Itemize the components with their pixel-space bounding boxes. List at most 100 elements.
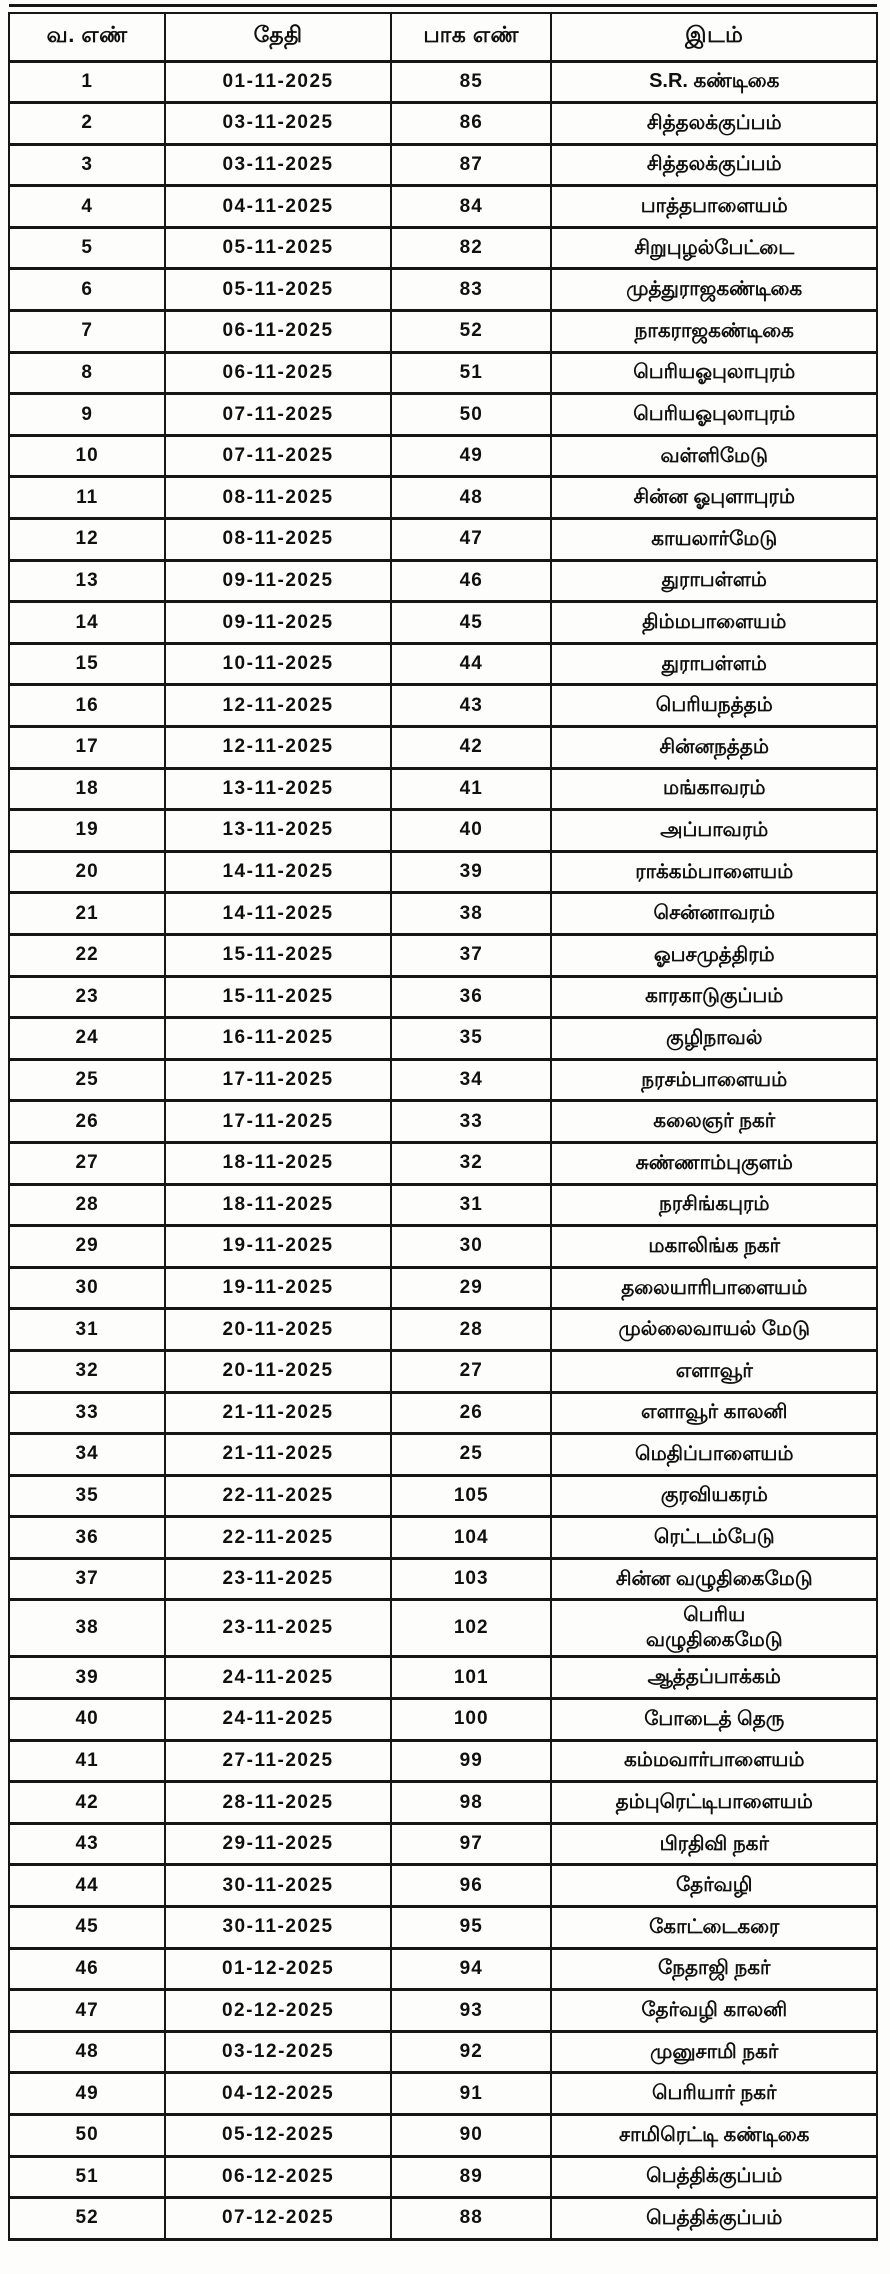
- serial-no-cell: 3: [7, 143, 167, 188]
- date-cell: 06-11-2025: [164, 309, 392, 354]
- date-cell: 23-11-2025: [164, 1557, 392, 1602]
- serial-no-cell: 41: [7, 1739, 167, 1784]
- part-no-cell: 89: [389, 2155, 553, 2200]
- place-cell: தேர்வழி: [550, 1863, 878, 1909]
- date-cell: 03-12-2025: [164, 2030, 392, 2075]
- serial-no-cell: 33: [7, 1391, 167, 1436]
- place-cell: சிறுபுழல்பேட்டை: [550, 226, 878, 271]
- schedule-table: வ. எண் தேதி பாக எண் இடம் 1 01-11-2025 85…: [7, 12, 878, 2241]
- serial-no-cell: 6: [7, 267, 167, 313]
- cropped-row-border: [9, 4, 877, 7]
- table-row: 7 06-11-2025 52 நாகராஜகண்டிகை: [7, 309, 878, 354]
- date-cell: 30-11-2025: [164, 1905, 392, 1950]
- table-row: 23 15-11-2025 36 காரகாடுகுப்பம்: [7, 975, 878, 1020]
- date-cell: 06-11-2025: [164, 351, 392, 396]
- place-cell: போடைத் தெரு: [550, 1697, 878, 1742]
- table-row: 4 04-11-2025 84 பாத்தபாளையம்: [7, 184, 878, 229]
- date-cell: 21-11-2025: [164, 1391, 392, 1436]
- part-no-cell: 28: [389, 1307, 553, 1352]
- table-row: 49 04-12-2025 91 பெரியார் நகர்: [7, 2071, 878, 2116]
- table-row: 40 24-11-2025 100 போடைத் தெரு: [7, 1697, 878, 1742]
- date-cell: 17-11-2025: [164, 1058, 392, 1103]
- serial-no-cell: 31: [7, 1307, 167, 1352]
- date-cell: 09-11-2025: [164, 600, 392, 645]
- date-cell: 17-11-2025: [164, 1099, 392, 1144]
- table-row: 46 01-12-2025 94 நேதாஜி நகர்: [7, 1947, 878, 1992]
- serial-no-cell: 45: [7, 1905, 167, 1950]
- date-cell: 28-11-2025: [164, 1780, 392, 1825]
- table-row: 9 07-11-2025 50 பெரியஓபுலாபுரம்: [7, 392, 878, 437]
- date-cell: 18-11-2025: [164, 1183, 392, 1228]
- table-row: 13 09-11-2025 46 துராபள்ளம்: [7, 559, 878, 604]
- serial-no-cell: 12: [7, 517, 167, 562]
- part-no-cell: 82: [389, 226, 553, 271]
- table-row: 6 05-11-2025 83 முத்துராஜகண்டிகை: [7, 267, 878, 313]
- part-no-cell: 86: [389, 101, 553, 146]
- table-row: 20 14-11-2025 39 ராக்கம்பாளையம்: [7, 850, 878, 895]
- date-cell: 07-12-2025: [164, 2196, 392, 2241]
- part-no-cell: 26: [389, 1391, 553, 1436]
- serial-no-cell: 20: [7, 850, 167, 895]
- place-cell: ஆத்தப்பாக்கம்: [550, 1655, 878, 1701]
- table-row: 21 14-11-2025 38 சென்னாவரம்: [7, 891, 878, 936]
- place-cell: பெரியஓபுலாபுரம்: [550, 392, 878, 437]
- table-row: 45 30-11-2025 95 கோட்டைகரை: [7, 1905, 878, 1950]
- place-cell: தேர்வழி காலனி: [550, 1988, 878, 2033]
- serial-no-cell: 13: [7, 559, 167, 604]
- part-no-cell: 103: [389, 1557, 553, 1602]
- place-cell: எளாவூர்: [550, 1349, 878, 1394]
- place-cell: பெத்திக்குப்பம்: [550, 2196, 878, 2241]
- date-cell: 10-11-2025: [164, 642, 392, 687]
- serial-no-cell: 22: [7, 933, 167, 978]
- table-row: 29 19-11-2025 30 மகாலிங்க நகர்: [7, 1224, 878, 1269]
- part-no-cell: 48: [389, 475, 553, 521]
- date-cell: 08-11-2025: [164, 517, 392, 562]
- table-row: 14 09-11-2025 45 திம்மபாளையம்: [7, 600, 878, 645]
- place-cell: மங்காவரம்: [550, 767, 878, 812]
- table-row: 48 03-12-2025 92 முனுசாமி நகர்: [7, 2030, 878, 2075]
- date-cell: 03-11-2025: [164, 101, 392, 146]
- place-cell: பிரதிவி நகர்: [550, 1822, 878, 1867]
- table-row: 52 07-12-2025 88 பெத்திக்குப்பம்: [7, 2196, 878, 2241]
- date-cell: 23-11-2025: [164, 1598, 392, 1659]
- place-cell: குழிநாவல்: [550, 1016, 878, 1061]
- place-cell: கோட்டைகரை: [550, 1905, 878, 1950]
- part-no-cell: 25: [389, 1432, 553, 1477]
- column-header-serial-no: வ. எண்: [7, 12, 167, 63]
- part-no-cell: 46: [389, 559, 553, 604]
- table-row: 28 18-11-2025 31 நரசிங்கபுரம்: [7, 1183, 878, 1228]
- part-no-cell: 47: [389, 517, 553, 562]
- part-no-cell: 43: [389, 683, 553, 728]
- place-cell: பெரியநத்தம்: [550, 683, 878, 728]
- place-cell: சித்தலக்குப்பம்: [550, 101, 878, 146]
- serial-no-cell: 32: [7, 1349, 167, 1394]
- serial-no-cell: 52: [7, 2196, 167, 2241]
- serial-no-cell: 48: [7, 2030, 167, 2075]
- place-cell: தம்புரெட்டிபாளையம்: [550, 1780, 878, 1825]
- place-cell: நரசிங்கபுரம்: [550, 1183, 878, 1228]
- table-row: 34 21-11-2025 25 மெதிப்பாளையம்: [7, 1432, 878, 1477]
- part-no-cell: 41: [389, 767, 553, 812]
- date-cell: 16-11-2025: [164, 1016, 392, 1061]
- part-no-cell: 37: [389, 933, 553, 978]
- place-cell: பெரியஓபுலாபுரம்: [550, 351, 878, 396]
- date-cell: 12-11-2025: [164, 725, 392, 770]
- table-row: 35 22-11-2025 105 குரவியகரம்: [7, 1474, 878, 1519]
- place-cell: பெரியார் நகர்: [550, 2071, 878, 2116]
- date-cell: 04-11-2025: [164, 184, 392, 229]
- table-row: 26 17-11-2025 33 கலைஞர் நகர்: [7, 1099, 878, 1144]
- date-cell: 09-11-2025: [164, 559, 392, 604]
- part-no-cell: 33: [389, 1099, 553, 1144]
- table-row: 25 17-11-2025 34 நரசம்பாளையம்: [7, 1058, 878, 1103]
- serial-no-cell: 1: [7, 60, 167, 105]
- serial-no-cell: 51: [7, 2155, 167, 2200]
- serial-no-cell: 25: [7, 1058, 167, 1103]
- table-header: வ. எண் தேதி பாக எண் இடம்: [7, 12, 878, 63]
- place-cell: பெரிய வழுதிகைமேடு: [550, 1598, 878, 1659]
- place-cell: நேதாஜி நகர்: [550, 1947, 878, 1992]
- serial-no-cell: 50: [7, 2113, 167, 2158]
- serial-no-cell: 9: [7, 392, 167, 437]
- place-cell: சின்ன ஓபுளாபுரம்: [550, 475, 878, 521]
- table-row: 22 15-11-2025 37 ஓபசமுத்திரம்: [7, 933, 878, 978]
